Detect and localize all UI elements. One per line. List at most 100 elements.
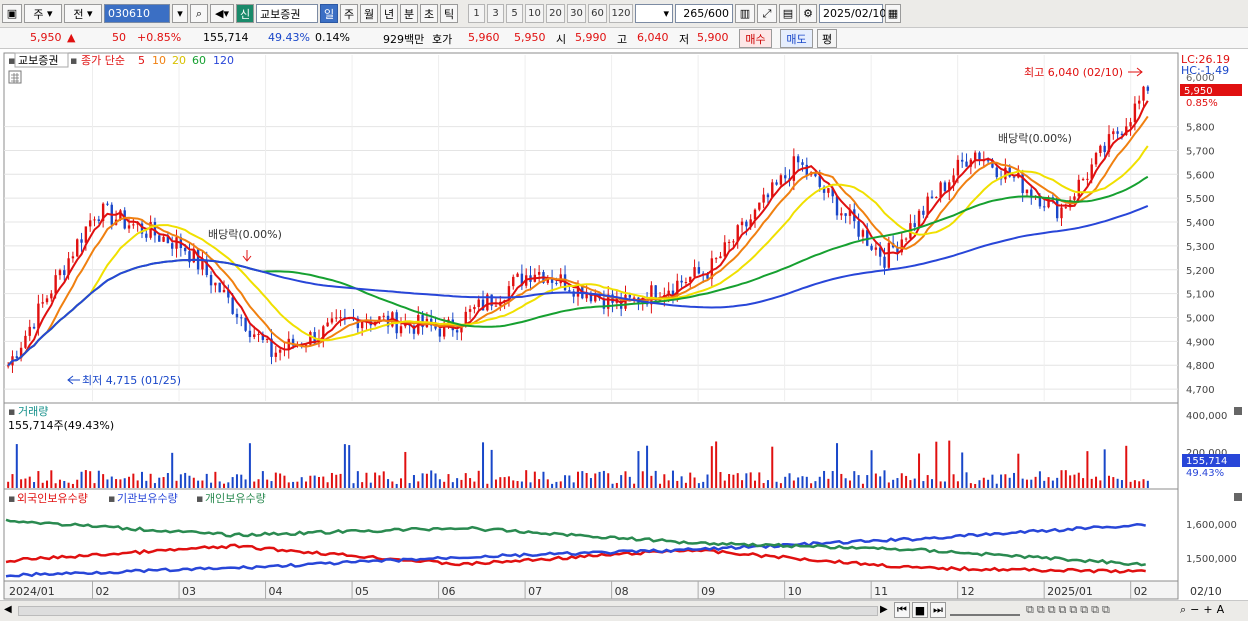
x-tick-label: 2024/01 xyxy=(9,585,55,598)
zoom-slider[interactable] xyxy=(950,605,1020,616)
interval-10[interactable]: 10 xyxy=(525,4,544,23)
candle-body xyxy=(481,299,485,311)
buy-button[interactable]: 매수 xyxy=(739,29,772,48)
scrollbar-track[interactable] xyxy=(18,606,878,616)
scroll-right-icon[interactable]: ▶ xyxy=(880,604,888,615)
gear-icon[interactable]: ⚙ xyxy=(799,4,817,23)
volume-bar xyxy=(1064,470,1067,488)
volume-bar xyxy=(512,480,515,488)
interval-20[interactable]: 20 xyxy=(546,4,565,23)
candle-body xyxy=(706,274,709,279)
chart-svg[interactable]: ▪ 교보증권 ▪ 종가 단순 5 10 20 60 120 LC:26.19 H… xyxy=(0,50,1248,600)
x-tick-label: 08 xyxy=(615,585,629,598)
period-second[interactable]: 초 xyxy=(420,4,438,23)
candle-body xyxy=(192,249,195,263)
candle-body xyxy=(188,251,191,263)
candle-body xyxy=(723,242,726,257)
candle-body xyxy=(97,219,101,221)
candle-body xyxy=(257,333,260,335)
period-tick[interactable]: 틱 xyxy=(440,4,458,23)
volume-bar xyxy=(624,471,627,488)
candle-body xyxy=(956,159,960,176)
stock-name-field[interactable]: 교보증권 xyxy=(256,4,318,23)
calendar-icon[interactable]: ▦ xyxy=(885,4,901,23)
candle-body xyxy=(136,223,139,225)
volume-bar xyxy=(279,473,282,488)
volume-bar xyxy=(58,479,61,488)
last-icon[interactable]: ⏭ xyxy=(930,602,946,618)
interval-3[interactable]: 3 xyxy=(487,4,504,23)
volume-bar xyxy=(930,479,933,488)
eval-button[interactable]: 평 xyxy=(817,29,837,48)
volume-subtitle: 155,714주(49.43%) xyxy=(8,419,114,432)
candle-body xyxy=(1004,167,1007,180)
x-tick-label: 2025/01 xyxy=(1047,585,1093,598)
candle-body xyxy=(1064,207,1068,209)
candle-body xyxy=(904,238,908,240)
market-select[interactable]: 전 ▾ xyxy=(64,4,102,23)
period-week[interactable]: 주 xyxy=(340,4,358,23)
first-icon[interactable]: ⏮ xyxy=(894,602,910,618)
volume-bar xyxy=(969,483,972,488)
date-field[interactable]: 2025/02/10 xyxy=(819,4,886,23)
interval-1[interactable]: 1 xyxy=(468,4,485,23)
candle-body xyxy=(158,235,161,242)
volume-close-icon[interactable] xyxy=(1234,407,1242,415)
chart-area[interactable]: ▪ 교보증권 ▪ 종가 단순 5 10 20 60 120 LC:26.19 H… xyxy=(0,50,1248,600)
candle-body xyxy=(326,322,329,327)
volume-bar xyxy=(538,479,541,488)
period-month[interactable]: 월 xyxy=(360,4,378,23)
candle-body xyxy=(835,196,839,216)
candle-body xyxy=(322,326,325,339)
volume-bar xyxy=(784,476,787,488)
speaker-icon[interactable]: ◀▾ xyxy=(210,4,234,23)
candle-body xyxy=(796,156,800,163)
interval-30[interactable]: 30 xyxy=(567,4,586,23)
table-toggle-icon[interactable] xyxy=(8,70,22,84)
volume-square-icon: ▪ xyxy=(8,405,15,418)
period-year[interactable]: 년 xyxy=(380,4,398,23)
x-tick-label: 03 xyxy=(182,585,196,598)
volume-bar xyxy=(982,477,985,488)
x-tick-label: 04 xyxy=(269,585,283,598)
volume-bar xyxy=(844,478,847,488)
stop-icon[interactable]: ■ xyxy=(912,602,928,618)
zoom-icons[interactable]: ⌕−+A xyxy=(1180,603,1229,616)
code-dropdown-icon[interactable]: ▾ xyxy=(172,4,188,23)
high-price: 6,040 xyxy=(637,31,669,44)
type-select[interactable]: 주 ▾ xyxy=(24,4,62,23)
holdings-square-3-icon: ▪ xyxy=(196,492,203,505)
interval-5[interactable]: 5 xyxy=(506,4,523,23)
period-minute[interactable]: 분 xyxy=(400,4,418,23)
candle-type-icon[interactable]: ▥ xyxy=(735,4,755,23)
x-axis: 2024/01 02 03 04 05 06 07 08 09 10 11 12 2025/01 02 xyxy=(9,581,1148,599)
interval-120[interactable]: 120 xyxy=(609,4,633,23)
candle-body xyxy=(594,295,597,302)
code-input[interactable]: 030610 xyxy=(104,4,170,23)
period-day[interactable]: 일 xyxy=(320,4,338,23)
layout-icon[interactable]: ▣ xyxy=(2,4,22,23)
tool-icons[interactable]: ⧉⧉⧉⧉⧉⧉⧉⧉ xyxy=(1026,603,1113,616)
candle-body xyxy=(132,224,135,226)
volume-ratio: 49.43% xyxy=(268,31,310,44)
volume-bar xyxy=(7,481,10,488)
sell-button[interactable]: 매도 xyxy=(780,29,813,48)
volume-bar xyxy=(80,471,83,488)
volume-bar xyxy=(1034,476,1037,488)
search-icon[interactable]: ⌕ xyxy=(190,4,208,23)
scroll-left-icon[interactable]: ◀ xyxy=(4,604,12,615)
volume-bar xyxy=(926,475,929,488)
interval-60[interactable]: 60 xyxy=(588,4,607,23)
volume-bar xyxy=(611,483,614,488)
candle-body xyxy=(1125,126,1128,135)
settings-square-icon[interactable]: ▪ xyxy=(8,54,15,67)
candle-body xyxy=(874,247,878,250)
draw-tool-icon[interactable]: ⤢ xyxy=(757,4,777,23)
volume-bar xyxy=(948,440,951,488)
holdings-close-icon[interactable] xyxy=(1234,493,1242,501)
count-field[interactable]: 265/600 xyxy=(675,4,733,23)
candle-body xyxy=(913,223,916,227)
volume-bar xyxy=(374,472,377,488)
custom-interval-select[interactable]: ▾ xyxy=(635,4,673,23)
save-icon[interactable]: ▤ xyxy=(779,4,797,23)
